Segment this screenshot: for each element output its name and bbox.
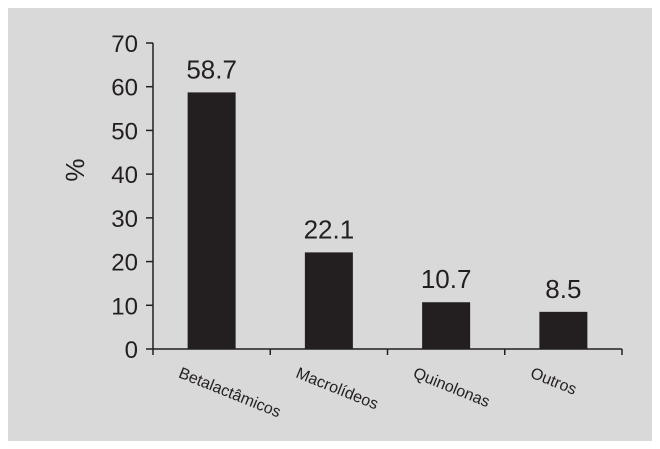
data-label: 58.7 bbox=[186, 54, 237, 84]
bar bbox=[304, 252, 353, 349]
labels: 58.7 Betalactâmicos 22.1 Macrolídeos 10.7 Qui… bbox=[176, 54, 581, 421]
category-label: Betalactâmicos bbox=[176, 365, 283, 421]
y-tick-label: 10 bbox=[111, 293, 138, 320]
bar bbox=[422, 302, 471, 349]
chart-background bbox=[8, 8, 652, 441]
data-label: 10.7 bbox=[421, 264, 472, 294]
bar bbox=[187, 92, 236, 349]
data-label: 8.5 bbox=[545, 274, 581, 304]
bar bbox=[539, 311, 588, 349]
y-tick-label: 50 bbox=[111, 118, 138, 145]
y-tick-label: 60 bbox=[111, 75, 138, 102]
y-tick-label: 70 bbox=[111, 31, 138, 58]
y-tick-label: 20 bbox=[111, 250, 138, 277]
y-tick-label: 0 bbox=[125, 337, 138, 364]
data-label: 22.1 bbox=[304, 214, 355, 244]
y-axis-title: % bbox=[60, 158, 90, 181]
category-label: Quinolonas bbox=[411, 365, 492, 411]
category-label: Outros bbox=[528, 365, 579, 399]
axes: 0 10 20 30 40 50 60 70 bbox=[111, 31, 623, 364]
category-label: Macrolídeos bbox=[293, 365, 380, 413]
y-tick-label: 30 bbox=[111, 206, 138, 233]
y-tick-label: 40 bbox=[111, 162, 138, 189]
bars bbox=[187, 92, 588, 349]
